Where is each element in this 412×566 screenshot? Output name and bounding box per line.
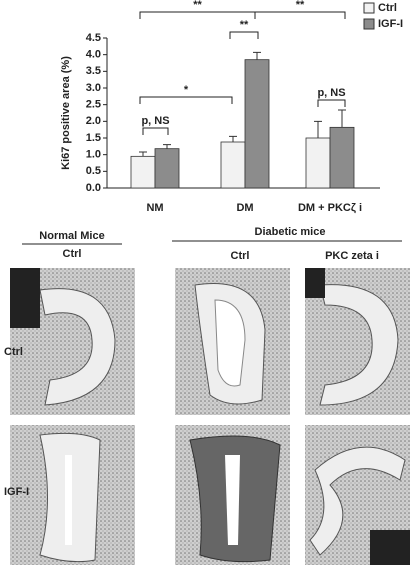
column-label: Ctrl <box>63 248 82 260</box>
annotation: ** <box>296 0 305 11</box>
bar <box>305 137 331 189</box>
bar <box>154 148 180 189</box>
y-tick-label: 2.0 <box>86 115 101 127</box>
y-tick-label: 0.0 <box>86 182 101 194</box>
bracket <box>229 31 259 39</box>
y-tick-label: 0.5 <box>86 165 101 177</box>
column-group-label: Diabetic mice <box>255 226 326 238</box>
row-label: Ctrl <box>4 346 23 358</box>
y-tick-label: 3.0 <box>86 82 101 94</box>
legend-swatch <box>363 18 375 30</box>
error-bar <box>229 135 237 142</box>
y-tick-label: 3.5 <box>86 65 101 77</box>
error-bar <box>163 144 171 149</box>
legend-swatch <box>363 2 375 14</box>
error-bar <box>139 151 147 157</box>
y-tick-label: 1.5 <box>86 132 101 144</box>
bracket <box>139 11 256 19</box>
bar <box>329 126 355 189</box>
micrograph <box>10 268 135 415</box>
micrographs <box>10 268 410 565</box>
micrograph <box>175 268 290 415</box>
error-bar <box>253 51 261 60</box>
x-tick-label: DM + PKCζ i <box>298 202 362 214</box>
bar <box>220 141 246 189</box>
annotation: * <box>184 84 189 96</box>
row-label: IGF-I <box>4 486 29 498</box>
bar <box>244 59 270 189</box>
y-tick-label: 4.0 <box>86 49 101 61</box>
annotation: ** <box>240 19 249 31</box>
error-bar <box>338 109 346 128</box>
y-tick-label: 2.5 <box>86 99 101 111</box>
legend-label: IGF-I <box>378 18 403 30</box>
y-axis-label: Ki67 positive area (%) <box>60 56 72 170</box>
annotation: ** <box>193 0 202 11</box>
legend-label: Ctrl <box>378 2 397 14</box>
micrograph <box>305 268 410 415</box>
micrograph <box>10 425 135 565</box>
x-tick-label: NM <box>146 202 163 214</box>
annotation: p, NS <box>317 87 345 99</box>
annotation: p, NS <box>141 115 169 127</box>
error-bar <box>314 120 322 138</box>
x-tick-label: DM <box>236 202 253 214</box>
bracket <box>142 127 169 135</box>
y-tick-label: 1.0 <box>86 149 101 161</box>
column-label: PKC zeta i <box>325 250 379 262</box>
bracket <box>254 11 346 19</box>
column-group-label: Normal Mice <box>39 230 104 242</box>
column-label: Ctrl <box>231 250 250 262</box>
bracket <box>139 96 233 104</box>
bracket <box>317 99 346 107</box>
bar <box>130 155 156 189</box>
y-tick-label: 4.5 <box>86 32 101 44</box>
micrograph <box>305 425 410 565</box>
micrograph <box>175 425 290 565</box>
